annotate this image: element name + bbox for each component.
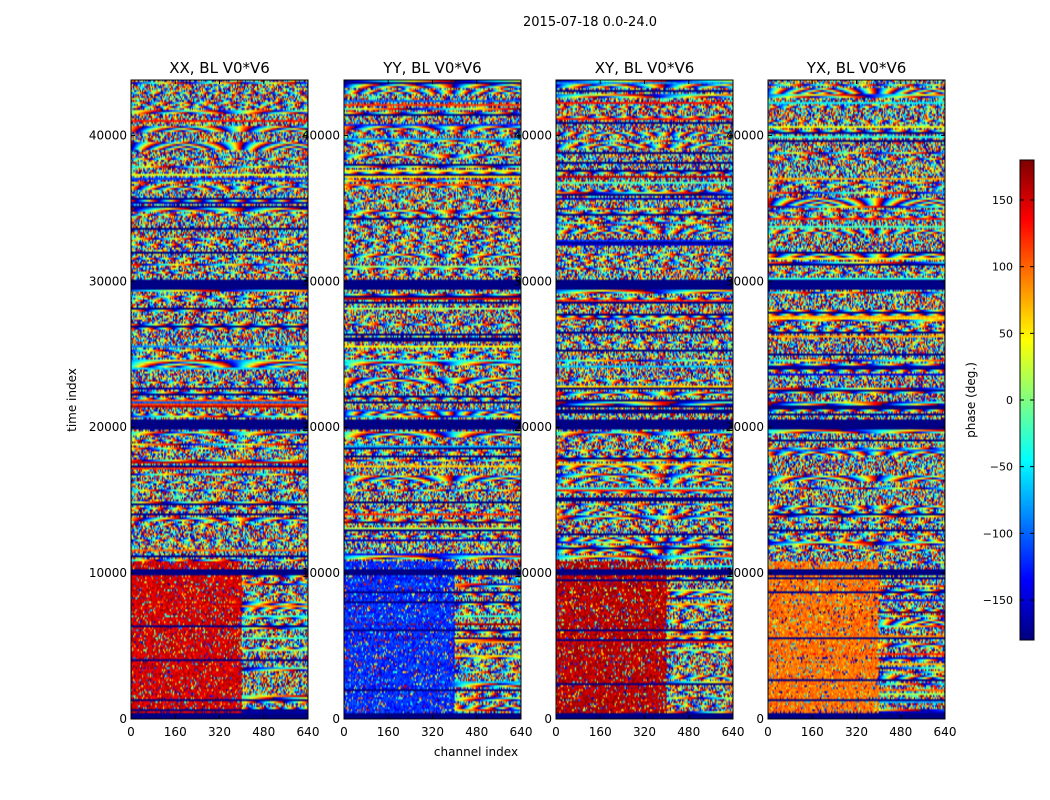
x-tick-label: 480 bbox=[465, 725, 488, 739]
y-tick-label: 0 bbox=[119, 712, 127, 726]
y-tick-label: 10000 bbox=[726, 566, 764, 580]
colorbar-ticks: −150 −100 −50 0 50 100 150 bbox=[983, 194, 1034, 607]
y-tick-label: 40000 bbox=[89, 128, 127, 142]
y-tick-label: 20000 bbox=[302, 420, 340, 434]
x-tick-label: 640 bbox=[510, 725, 533, 739]
y-tick-label: 10000 bbox=[89, 566, 127, 580]
y-axis-label: time index bbox=[65, 368, 79, 432]
y-tick-label: 40000 bbox=[514, 128, 552, 142]
x-tick-label: 480 bbox=[889, 725, 912, 739]
y-tick-label: 0 bbox=[332, 712, 340, 726]
colorbar-label: phase (deg.) bbox=[964, 362, 978, 438]
colorbar-tick-label: 50 bbox=[999, 327, 1013, 340]
panel-title: YX, BL V0*V6 bbox=[806, 59, 907, 77]
x-tick-label: 160 bbox=[164, 725, 187, 739]
panel-2: YY, BL V0*V6 0 160 320 480 640 0 10000 20000 3000… bbox=[302, 59, 533, 739]
x-tick-label: 640 bbox=[722, 725, 745, 739]
y-tick-label: 20000 bbox=[89, 420, 127, 434]
x-tick-label: 480 bbox=[252, 725, 275, 739]
colorbar-tick-label: 100 bbox=[992, 261, 1013, 274]
panel-1: XX, BL V0*V6 0 160 320 480 640 0 10000 20000 3000… bbox=[89, 59, 320, 739]
x-tick-label: 320 bbox=[845, 725, 868, 739]
heatmap-image bbox=[768, 80, 945, 719]
panels: XX, BL V0*V6 0 160 320 480 640 0 10000 20000 3000… bbox=[89, 59, 957, 739]
x-tick-label: 0 bbox=[764, 725, 772, 739]
x-tick-label: 640 bbox=[934, 725, 957, 739]
x-tick-label: 160 bbox=[377, 725, 400, 739]
y-tick-label: 0 bbox=[544, 712, 552, 726]
colorbar-tick-label: 150 bbox=[992, 194, 1013, 207]
x-tick-label: 0 bbox=[127, 725, 135, 739]
colorbar-tick-label: −100 bbox=[983, 527, 1013, 540]
x-tick-label: 320 bbox=[633, 725, 656, 739]
colorbar: −150 −100 −50 0 50 100 150 phase (deg.) bbox=[964, 159, 1035, 641]
y-tick-label: 30000 bbox=[89, 274, 127, 288]
figure-title: 2015-07-18 0.0-24.0 bbox=[523, 15, 657, 30]
colorbar-tick-label: −150 bbox=[983, 594, 1013, 607]
y-tick-label: 40000 bbox=[302, 128, 340, 142]
x-axis-label: channel index bbox=[434, 745, 518, 759]
x-tick-label: 480 bbox=[677, 725, 700, 739]
heatmap-image bbox=[556, 80, 733, 719]
y-tick-label: 20000 bbox=[514, 420, 552, 434]
colorbar-tick-label: 0 bbox=[1006, 394, 1013, 407]
y-tick-label: 0 bbox=[756, 712, 764, 726]
y-tick-label: 10000 bbox=[514, 566, 552, 580]
y-tick-label: 30000 bbox=[514, 274, 552, 288]
y-tick-label: 10000 bbox=[302, 566, 340, 580]
panel-3: XY, BL V0*V6 0 160 320 480 640 0 10000 20000 3000… bbox=[514, 59, 745, 739]
x-tick-label: 160 bbox=[801, 725, 824, 739]
y-tick-label: 30000 bbox=[726, 274, 764, 288]
x-tick-label: 640 bbox=[297, 725, 320, 739]
colorbar-tick-label: −50 bbox=[990, 461, 1013, 474]
panel-title: XX, BL V0*V6 bbox=[169, 59, 270, 77]
panel-title: XY, BL V0*V6 bbox=[595, 59, 695, 77]
y-tick-label: 40000 bbox=[726, 128, 764, 142]
x-tick-label: 160 bbox=[589, 725, 612, 739]
x-tick-label: 0 bbox=[340, 725, 348, 739]
y-tick-label: 30000 bbox=[302, 274, 340, 288]
x-tick-label: 320 bbox=[421, 725, 444, 739]
x-tick-label: 0 bbox=[552, 725, 560, 739]
panel-4: YX, BL V0*V6 0 160 320 480 640 0 10000 20000 3000… bbox=[726, 59, 957, 739]
panel-title: YY, BL V0*V6 bbox=[382, 59, 481, 77]
x-tick-label: 320 bbox=[208, 725, 231, 739]
heatmap-image bbox=[344, 80, 521, 719]
y-tick-label: 20000 bbox=[726, 420, 764, 434]
heatmap-image bbox=[131, 80, 308, 719]
